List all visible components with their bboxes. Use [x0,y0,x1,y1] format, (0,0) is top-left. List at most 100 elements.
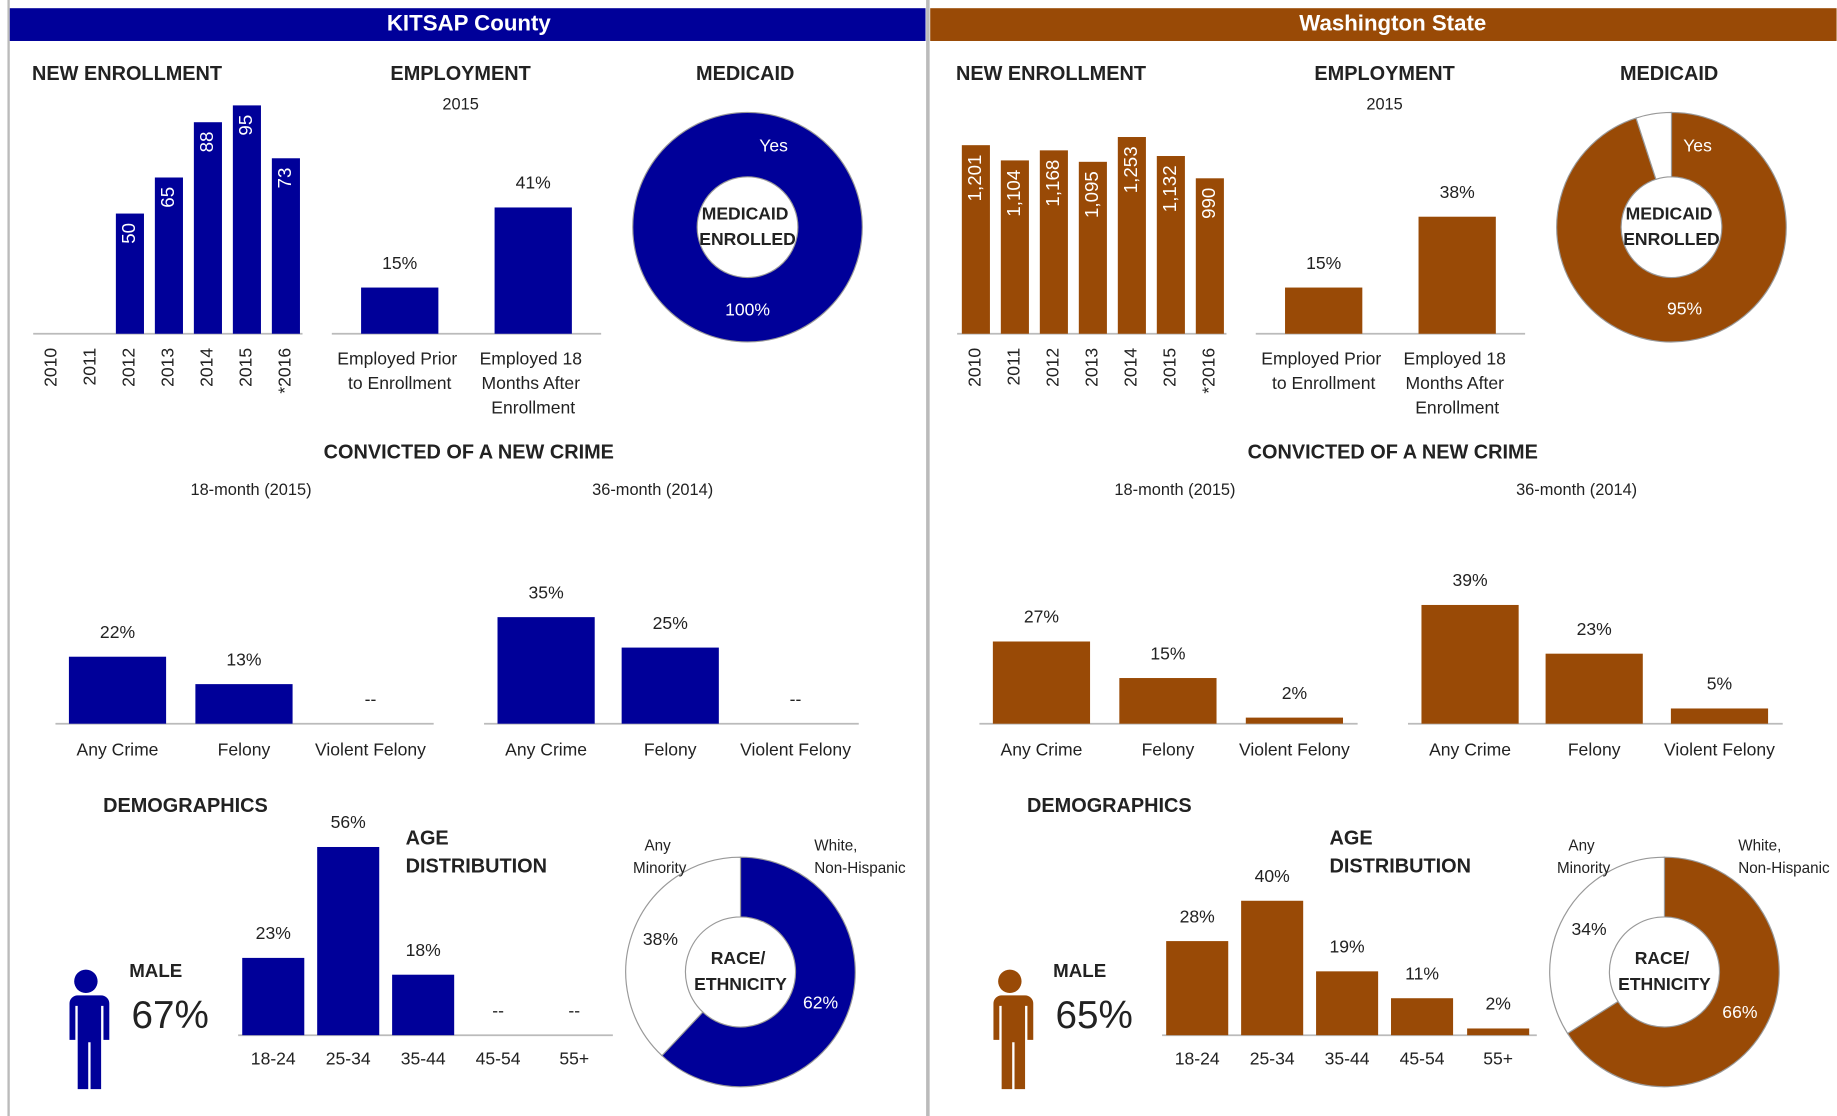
center-label: RACE/ ETHNICITY [1618,948,1711,994]
group-subtitle: 36-month (2014) [592,481,713,499]
x-tick-label: Employed 18 Months After Enrollment [480,348,587,417]
pie-slice [1549,856,1666,1035]
bar [1545,653,1643,724]
person-head [74,969,98,994]
group-subtitle: 36-month (2014) [1516,481,1637,499]
chart-title: NEW ENROLLMENT [32,63,222,85]
x-tick-label: Employed 18 Months After Enrollment [1404,348,1511,417]
bar [1195,178,1224,334]
bar [1670,708,1769,724]
bar [1245,717,1344,724]
pie-slice [1556,111,1787,343]
value-label: 23% [1577,619,1612,639]
value-label: 35% [529,582,564,602]
value-label: 66% [1722,1002,1757,1022]
chart-title: CONVICTED OF A NEW CRIME [1248,441,1538,463]
bar [317,846,380,1036]
pie-slice [625,856,742,1057]
x-tick-label: 55+ [559,1048,589,1068]
x-tick-label: 35-44 [401,1048,446,1068]
bar [1285,287,1363,334]
bar [992,641,1091,724]
category-label: White, Non-Hispanic [1738,838,1830,877]
value-label: 13% [226,649,261,669]
value-label: 1,132 [1159,165,1180,212]
x-tick-label: Violent Felony [315,739,426,759]
x-tick-label: Violent Felony [1664,739,1775,759]
category-label: White, Non-Hispanic [814,838,906,877]
bar [1078,161,1107,334]
value-label: 22% [100,622,135,642]
value-label: 15% [382,253,417,273]
x-tick-label: Employed Prior to Enrollment [1261,348,1386,393]
center-label: MEDICAID ENROLLED [699,203,796,249]
bar [392,974,455,1036]
gender-share: 67% [132,994,209,1037]
pie-slice [632,111,863,343]
value-label: 95% [1667,299,1702,319]
value-label: 23% [256,923,291,943]
value-label: -- [790,689,802,709]
chart-title: AGE DISTRIBUTION [406,828,547,878]
value-label: 1,253 [1120,146,1141,193]
value-label: 65 [157,187,178,208]
value-label: 1,104 [1003,170,1024,217]
value-label: 28% [1180,906,1215,926]
bar [195,684,293,724]
value-label: 15% [1306,253,1341,273]
category-label: Any Minority [633,838,687,877]
chart-subtitle: 2015 [442,96,478,114]
value-label: 19% [1330,937,1365,957]
bar [361,287,439,334]
x-tick-label: Any Crime [1429,739,1511,759]
x-tick-label: Violent Felony [740,739,851,759]
value-label: 34% [1571,919,1606,939]
value-label: -- [365,689,377,709]
x-tick-label: 2011 [80,348,100,386]
x-tick-label: *2016 [1198,348,1218,394]
value-label: 40% [1255,866,1290,886]
x-tick-label: 35-44 [1325,1048,1370,1068]
value-label: 88 [196,132,217,153]
bar [1039,150,1068,334]
group-subtitle: 18-month (2015) [1114,481,1235,499]
x-tick-label: 25-34 [1250,1048,1295,1068]
bar [1316,971,1379,1036]
x-tick-label: Felony [644,739,697,759]
bar [1421,604,1519,724]
x-tick-label: 18-24 [251,1048,296,1068]
category-label: Yes [759,136,788,156]
x-tick-label: 2010 [41,348,61,387]
bar [193,122,222,334]
value-label: 1,168 [1042,160,1063,207]
value-label: 25% [653,613,688,633]
center-label: MEDICAID ENROLLED [1623,203,1720,249]
chart-title: EMPLOYMENT [1314,63,1454,85]
person-head [998,969,1022,994]
value-label: 73 [274,168,295,189]
x-tick-label: 2013 [1082,348,1102,387]
chart-subtitle: 2015 [1366,96,1402,114]
chart-title: EMPLOYMENT [390,63,530,85]
value-label: 2% [1485,994,1510,1014]
panel-header [9,8,926,41]
value-label: 50 [118,223,139,244]
value-label: 1,201 [964,155,985,202]
value-label: 5% [1707,674,1732,694]
value-label: 1,095 [1081,171,1102,218]
bar [621,647,719,724]
gender-label: MALE [1053,960,1106,981]
x-tick-label: Any Crime [505,739,587,759]
pie-slice [1566,856,1780,1088]
value-label: 62% [803,992,838,1012]
bar [1241,900,1304,1036]
x-tick-label: 25-34 [326,1048,371,1068]
category-label: Yes [1683,136,1712,156]
bar [1418,216,1496,334]
x-tick-label: 2014 [197,348,217,387]
chart-title: NEW ENROLLMENT [956,63,1146,85]
pie-slice [1635,111,1673,181]
